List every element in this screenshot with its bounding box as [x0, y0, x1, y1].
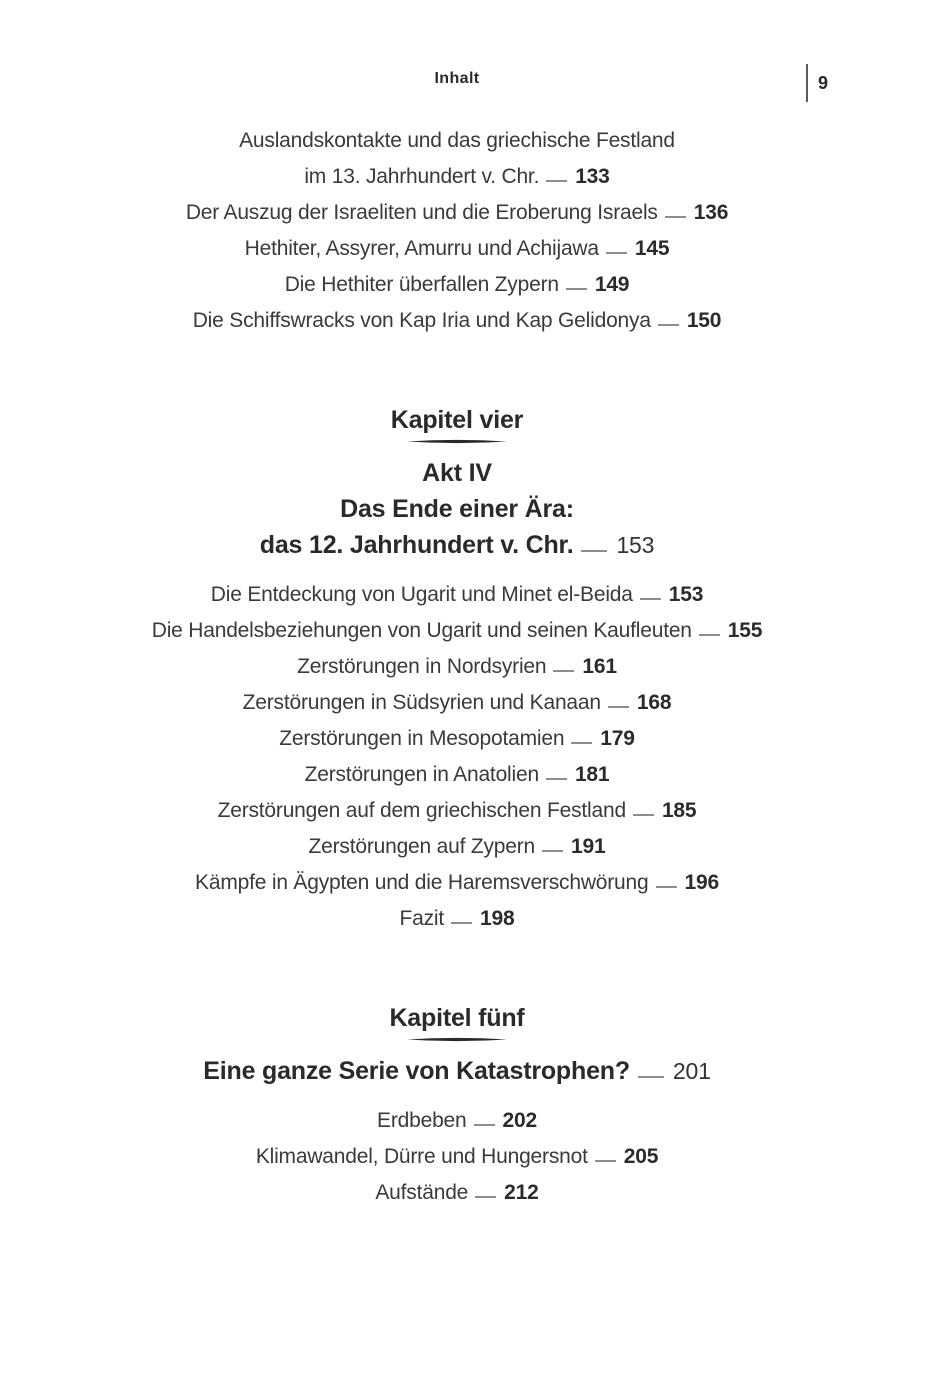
toc-entry: Die Entdeckung von Ugarit und Minet el-B… [0, 577, 914, 613]
toc-front-entries-section: Auslandskontakte und das griechische Fes… [0, 123, 914, 339]
toc-entry: Zerstörungen in Mesopotamien 179 [0, 721, 914, 757]
page-number-rule [806, 64, 808, 102]
entry-page-number: 202 [502, 1109, 538, 1132]
toc-entry-line: Kämpfe in Ägypten und die Haremsverschwö… [195, 871, 720, 894]
chapter-title-line: Das Ende einer Ära: [340, 495, 574, 523]
chapter-heading: Kapitel fünf [389, 1004, 525, 1032]
toc-entry-line: Auslandskontakte und das griechische Fes… [239, 129, 675, 152]
leader-dash-icon [581, 550, 608, 552]
leader-dash-icon [664, 216, 686, 218]
chapter-title-line: das 12. Jahrhundert v. Chr. 153 [259, 531, 655, 559]
leader-dash-icon [546, 180, 568, 182]
chapter-title-line: Eine ganze Serie von Katastrophen? 201 [203, 1057, 711, 1085]
entry-page-number: 150 [686, 309, 722, 332]
chapter-section: Kapitel vier Akt IV Das Ende einer Ära: das… [0, 405, 914, 937]
entry-page-number: 205 [623, 1145, 659, 1168]
entry-page-number: 161 [582, 655, 617, 678]
leader-dash-icon [545, 778, 567, 780]
entry-page-number: 145 [634, 237, 670, 260]
toc-entry-line: Aufstände 212 [375, 1181, 539, 1204]
entry-page-number: 179 [600, 727, 635, 750]
entry-page-number: 196 [684, 871, 720, 894]
table-of-contents: Auslandskontakte und das griechische Fes… [0, 123, 914, 1211]
leader-dash-icon [565, 288, 587, 290]
leader-dash-icon [451, 922, 473, 924]
entry-page-number: 155 [727, 619, 763, 642]
leader-dash-icon [571, 742, 593, 744]
toc-entry: Zerstörungen auf Zypern 191 [0, 829, 914, 865]
toc-entry: Erdbeben 202 [0, 1103, 914, 1139]
toc-entry: Zerstörungen auf dem griechischen Festla… [0, 793, 914, 829]
entry-page-number: 181 [574, 763, 610, 786]
toc-entry-line: im 13. Jahrhundert v. Chr. 133 [304, 165, 610, 188]
toc-entry: Zerstörungen in Anatolien 181 [0, 757, 914, 793]
toc-entry-line: Klimawandel, Dürre und Hungersnot 205 [255, 1145, 659, 1168]
leader-dash-icon [475, 1196, 497, 1198]
leader-dash-icon [657, 324, 679, 326]
chapter-heading: Kapitel vier [390, 406, 524, 434]
chapter-divider-ornament-icon [407, 439, 507, 444]
chapter-divider-ornament-icon [407, 1037, 507, 1042]
leader-dash-icon [632, 814, 654, 816]
toc-entry: Klimawandel, Dürre und Hungersnot 205 [0, 1139, 914, 1175]
toc-entry-line: Zerstörungen in Südsyrien und Kanaan 168 [242, 691, 672, 714]
toc-entry-list: Die Entdeckung von Ugarit und Minet el-B… [0, 577, 914, 937]
toc-entry-line: Die Hethiter überfallen Zypern 149 [284, 273, 630, 296]
page-number: 9 [818, 72, 829, 93]
entry-page-number: 168 [636, 691, 672, 714]
leader-dash-icon [605, 252, 627, 254]
chapter-section: Kapitel fünf Eine ganze Serie von Katastr… [0, 1003, 914, 1211]
toc-entry: Zerstörungen in Nordsyrien 161 [0, 649, 914, 685]
entry-page-number: 198 [480, 907, 515, 930]
toc-entry: Zerstörungen in Südsyrien und Kanaan 168 [0, 685, 914, 721]
leader-dash-icon [473, 1124, 495, 1126]
toc-entry-line: Zerstörungen auf Zypern 191 [308, 835, 606, 858]
entry-page-number: 185 [661, 799, 697, 822]
leader-dash-icon [542, 850, 564, 852]
toc-entry-line: Hethiter, Assyrer, Amurru und Achijawa 14… [244, 237, 670, 260]
toc-entry: Hethiter, Assyrer, Amurru und Achijawa 14… [0, 231, 914, 267]
running-head-title: Inhalt [434, 70, 480, 87]
chapter-title-line: Akt IV [422, 459, 492, 487]
toc-entry: Fazit 198 [0, 901, 914, 937]
toc-entry-line: Der Auszug der Israeliten und die Erober… [185, 201, 729, 224]
toc-entry-line: Zerstörungen auf dem griechischen Festla… [217, 799, 697, 822]
leader-dash-icon [607, 706, 629, 708]
entry-page-number: 212 [504, 1181, 539, 1204]
leader-dash-icon [637, 1076, 664, 1078]
toc-entry-line: Erdbeben 202 [377, 1109, 538, 1132]
chapter-title-page-number: 153 [616, 532, 655, 558]
toc-entry: Aufstände 212 [0, 1175, 914, 1211]
toc-entry: Kämpfe in Ägypten und die Haremsverschwö… [0, 865, 914, 901]
toc-entry-line: Zerstörungen in Nordsyrien 161 [297, 655, 617, 678]
toc-entry-list: Erdbeben 202 Klimawandel, Dürre und Hunger… [0, 1103, 914, 1211]
entry-page-number: 191 [571, 835, 606, 858]
entry-page-number: 133 [575, 165, 610, 188]
toc-entry: Auslandskontakte und das griechische Fes… [0, 123, 914, 195]
toc-entry-line: Die Handelsbeziehungen von Ugarit und se… [151, 619, 763, 642]
page-number-group: 9 [806, 64, 828, 102]
toc-entry: Die Handelsbeziehungen von Ugarit und se… [0, 613, 914, 649]
toc-entry-line: Fazit 198 [399, 907, 515, 930]
entry-page-number: 149 [594, 273, 630, 296]
toc-entry: Die Hethiter überfallen Zypern 149 [0, 267, 914, 303]
toc-entry-line: Die Entdeckung von Ugarit und Minet el-B… [210, 583, 704, 606]
leader-dash-icon [553, 670, 575, 672]
leader-dash-icon [594, 1160, 616, 1162]
leader-dash-icon [655, 886, 677, 888]
chapter-title: Akt IV Das Ende einer Ära: das 12. Jahrhun… [0, 455, 914, 563]
toc-entry: Der Auszug der Israeliten und die Erober… [0, 195, 914, 231]
leader-dash-icon [639, 598, 661, 600]
leader-dash-icon [698, 634, 720, 636]
toc-entry: Die Schiffswracks von Kap Iria und Kap G… [0, 303, 914, 339]
toc-entry-line: Zerstörungen in Anatolien 181 [304, 763, 610, 786]
chapter-title: Eine ganze Serie von Katastrophen? 201 [0, 1053, 914, 1089]
entry-page-number: 153 [668, 583, 704, 606]
chapter-title-page-number: 201 [672, 1058, 711, 1084]
toc-entry-line: Die Schiffswracks von Kap Iria und Kap G… [192, 309, 722, 332]
toc-entry-line: Zerstörungen in Mesopotamien 179 [279, 727, 635, 750]
entry-page-number: 136 [693, 201, 729, 224]
toc-entry-list: Auslandskontakte und das griechische Fes… [0, 123, 914, 339]
